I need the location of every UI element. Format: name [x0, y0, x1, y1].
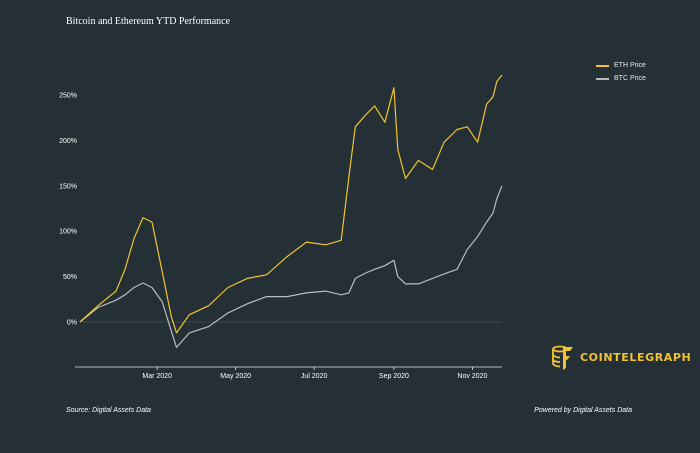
legend-item-btc: BTC Price	[596, 72, 646, 85]
y-tick-label: 50%	[63, 274, 77, 281]
brand-name: COINTELEGRAPH	[580, 350, 692, 364]
brand-logo: COINTELEGRAPH	[552, 344, 691, 370]
y-tick-label: 100%	[59, 229, 77, 236]
x-tick-label: May 2020	[220, 373, 251, 380]
y-tick-label: 200%	[59, 138, 77, 145]
y-tick-label: 150%	[59, 183, 77, 190]
chart-title: Bitcoin and Ethereum YTD Performance	[66, 16, 231, 27]
legend-swatch-btc	[596, 77, 609, 80]
source-note: Source: Digital Assets Data	[66, 407, 151, 414]
x-tick-label: Jul 2020	[301, 373, 328, 380]
powered-by-note: Powered by Digital Assets Data	[534, 407, 632, 414]
legend: ETH Price BTC Price	[596, 59, 646, 85]
series-line-btc-price	[79, 185, 503, 348]
y-tick-label: 250%	[59, 93, 77, 100]
x-tick-label: Nov 2020	[457, 373, 487, 380]
legend-label-eth: ETH Price	[614, 62, 646, 69]
cointelegraph-logo-icon	[552, 345, 573, 370]
series-line-eth-price	[79, 74, 503, 334]
legend-swatch-eth	[596, 64, 609, 67]
x-tick-label: Sep 2020	[379, 373, 409, 380]
legend-label-btc: BTC Price	[614, 75, 646, 82]
y-tick-label: 0%	[67, 320, 77, 327]
x-tick-label: Mar 2020	[142, 373, 172, 380]
legend-item-eth: ETH Price	[596, 59, 646, 72]
